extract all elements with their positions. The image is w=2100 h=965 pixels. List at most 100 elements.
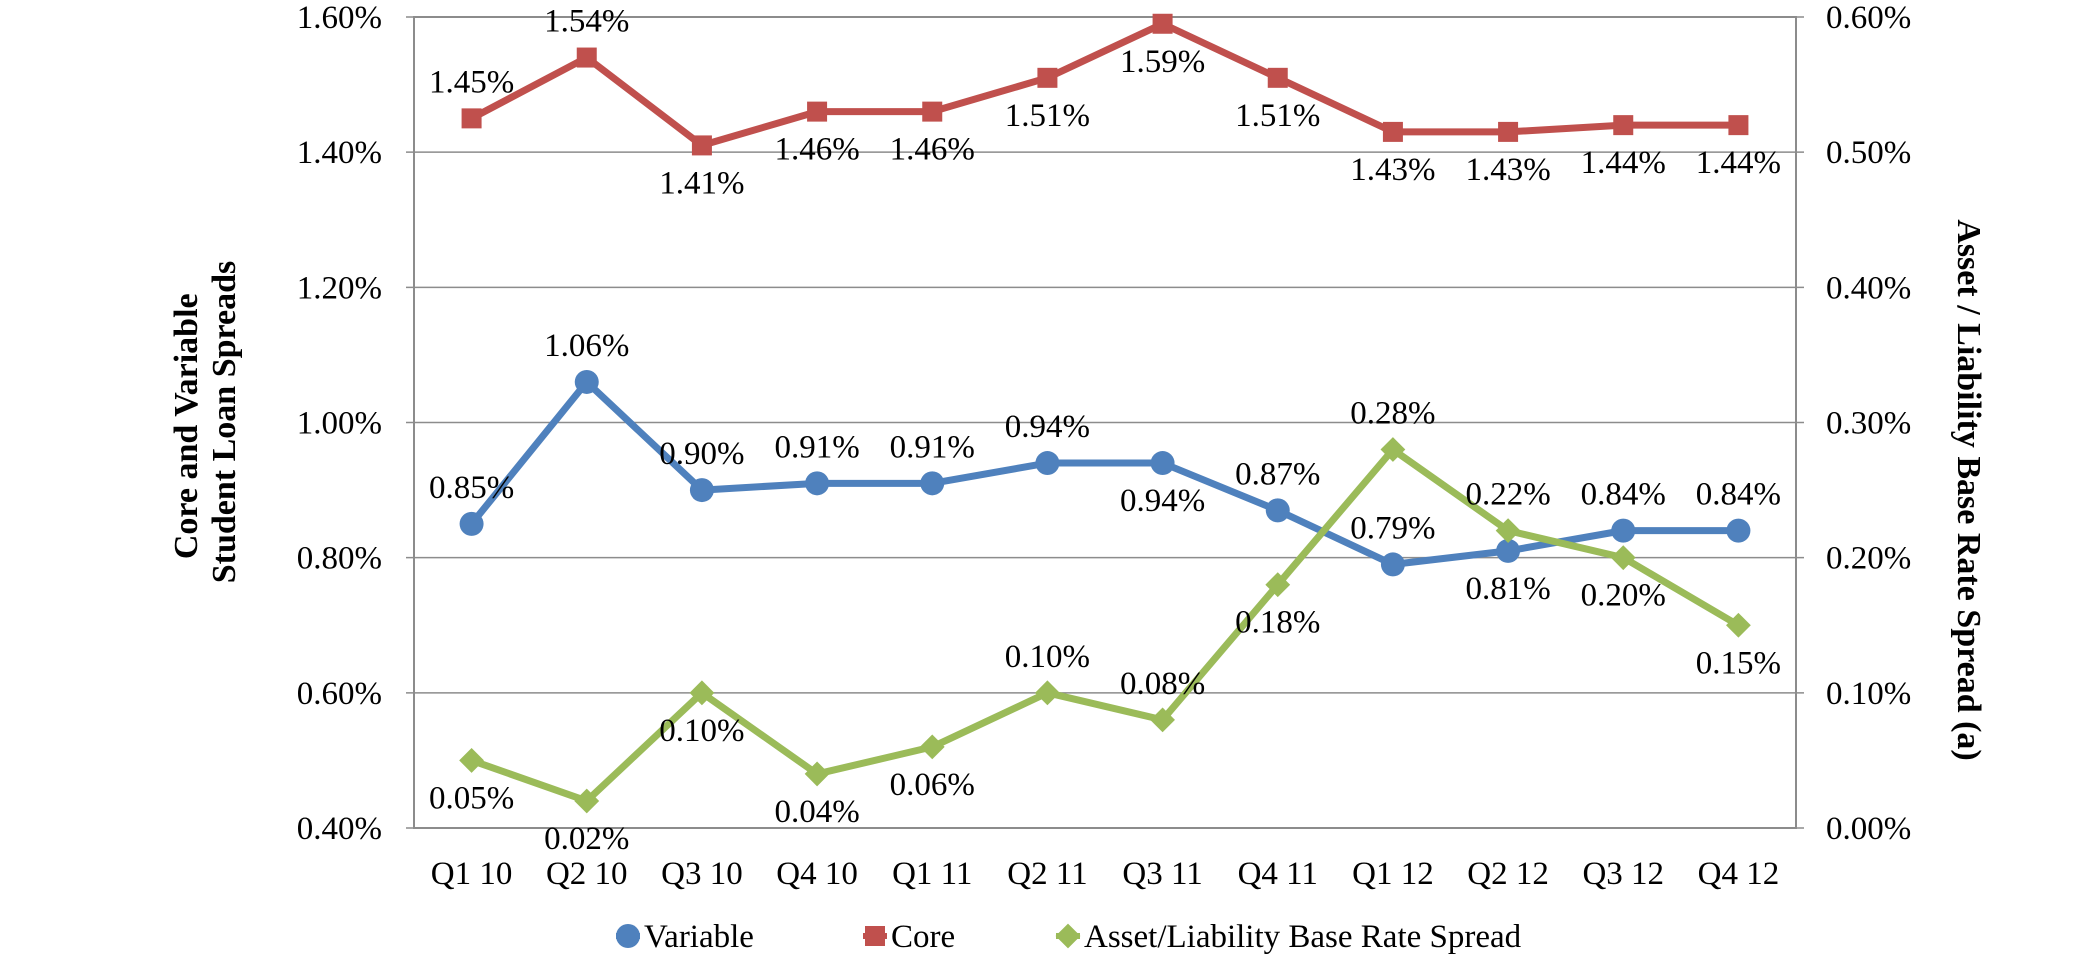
circle-marker [920,471,945,496]
data-label: 0.79% [1350,510,1435,546]
data-label: 0.20% [1581,578,1666,614]
circle-marker [1380,552,1405,577]
square-marker [576,47,597,68]
circle-marker [1035,451,1060,476]
x-tick-label: Q4 12 [1698,856,1780,892]
data-label: 0.08% [1120,666,1205,702]
x-tick-label: Q2 12 [1467,856,1549,892]
diamond-marker [1035,680,1060,706]
diamond-marker [574,788,600,814]
circle-marker [1611,518,1636,543]
square-marker [1267,67,1288,88]
x-tick-label: Q3 12 [1582,856,1664,892]
square-marker [691,135,712,156]
x-tick-label: Q1 11 [892,856,972,892]
x-tick-label: Q4 10 [776,856,858,892]
circle-marker [1150,451,1175,476]
diamond-marker [1055,923,1081,949]
data-label: 1.54% [544,4,629,40]
data-label: 0.22% [1465,477,1550,513]
data-label: 0.04% [774,794,859,830]
circle-marker [459,511,484,536]
right-tick-label: 0.30% [1826,406,1911,442]
left-tick-label: 1.60% [297,0,382,36]
series-line [470,446,1741,805]
circle-marker [1265,498,1290,523]
data-label: 0.28% [1350,396,1435,432]
diamond-marker [919,734,945,760]
data-label: 0.10% [1005,639,1090,675]
diamond-marker [1265,572,1291,598]
series-core [461,13,1749,156]
data-label: 1.44% [1581,145,1666,181]
data-label: 0.94% [1120,483,1205,519]
square-marker [1728,115,1749,136]
series-line [469,20,1739,149]
diamond-marker [804,761,830,787]
left-tick-label: 0.40% [297,811,382,847]
left-tick-label: 0.60% [297,676,382,712]
data-label: 0.05% [429,780,514,816]
data-label: 0.18% [1235,605,1320,641]
circle-marker [616,924,640,948]
legend-label: Variable [644,919,754,955]
data-label: 1.45% [429,64,514,100]
x-tick-label: Q1 10 [431,856,513,892]
data-label: 0.10% [659,713,744,749]
data-label: 0.84% [1581,477,1666,513]
series-variable [459,369,1751,577]
square-marker [1613,115,1634,136]
legend: Variable Core Asset/Liability Base Rate Sp… [616,919,1522,955]
left-tick-label: 1.00% [297,406,382,442]
data-label: 0.90% [659,436,744,472]
data-label: 1.59% [1120,44,1205,80]
data-label: 1.06% [544,328,629,364]
circle-marker [1496,538,1521,563]
square-marker [922,101,943,122]
diamond-marker [1610,545,1636,571]
diamond-marker [1726,612,1751,638]
data-label: 1.44% [1696,145,1781,181]
square-marker [461,108,482,129]
square-marker [1498,121,1519,142]
data-labels-layer: 0.85% 1.06% 0.90% 0.91% 0.91% 0.94% 0.94% 0.87%… [429,4,1781,857]
data-label: 0.02% [544,821,629,857]
data-label: 0.15% [1696,645,1781,681]
series-layer [459,13,1751,814]
data-label: 1.46% [774,132,859,168]
x-axis-ticks: Q1 10 Q2 10 Q3 10 Q4 10 Q1 11 Q2 11 Q3 11 Q4 11… [431,856,1779,892]
left-axis-ticks: 0.40% 0.60% 0.80% 1.00% 1.20% 1.40% 1.60% [297,0,382,847]
legend-item: Asset/Liability Base Rate Spread [1055,919,1522,955]
data-label: 0.06% [890,767,975,803]
circle-marker [1726,518,1751,543]
legend-item: Core [863,919,955,955]
square-marker [807,101,828,122]
data-label: 1.51% [1005,98,1090,134]
square-marker [1037,67,1058,88]
diamond-marker [689,680,715,706]
right-tick-label: 0.60% [1826,0,1911,36]
legend-item: Variable [616,919,754,955]
right-tick-label: 0.10% [1826,676,1911,712]
right-tick-label: 0.20% [1826,541,1911,577]
square-marker [865,926,885,946]
diamond-marker [1495,518,1521,544]
right-tick-label: 0.50% [1826,135,1911,171]
left-axis-title: Core and Variable Student Loan Spreads [168,261,243,584]
x-tick-label: Q2 10 [546,856,628,892]
left-axis-title-line-1: Core and Variable [168,293,205,559]
plot-area-frame [413,16,1797,829]
circle-marker [689,478,714,503]
data-label: 0.94% [1005,409,1090,445]
data-label: 0.81% [1465,571,1550,607]
circle-marker [574,369,599,394]
diamond-marker [1150,707,1175,733]
data-label: 1.43% [1465,152,1550,188]
x-tick-label: Q3 11 [1122,856,1202,892]
data-label: 1.51% [1235,98,1320,134]
data-label: 0.87% [1235,456,1320,492]
data-label: 0.91% [890,429,975,465]
square-marker [1382,121,1403,142]
right-axis-ticks: 0.00% 0.10% 0.20% 0.30% 0.40% 0.50% 0.60% [1826,0,1911,847]
